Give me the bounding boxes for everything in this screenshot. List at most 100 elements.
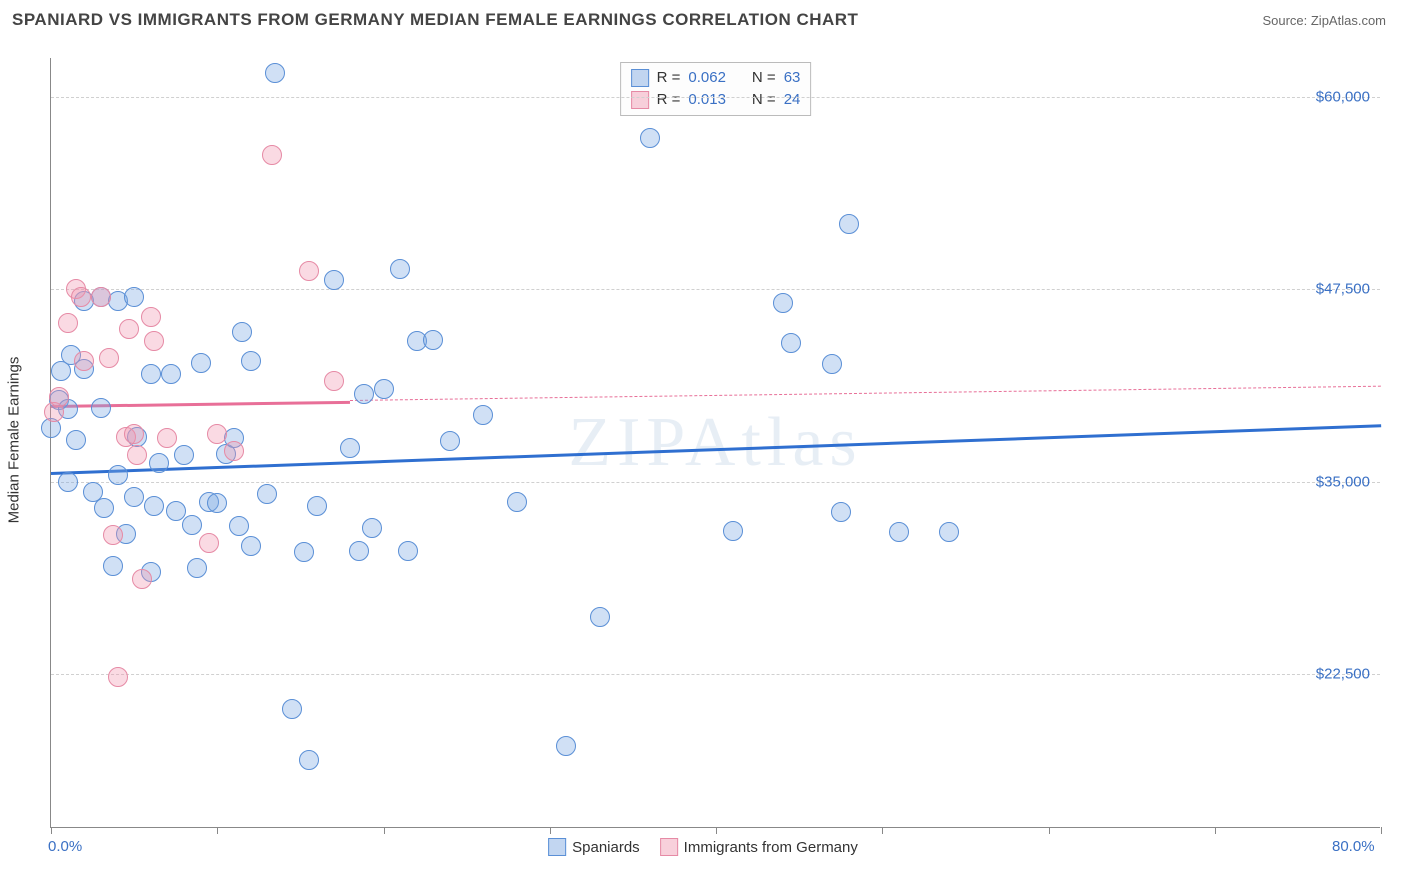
data-point <box>124 287 144 307</box>
x-tick <box>1049 827 1050 834</box>
data-point <box>294 542 314 562</box>
n-value: 63 <box>784 67 801 89</box>
legend-swatch <box>660 838 678 856</box>
trend-line <box>350 386 1381 401</box>
trend-line <box>51 425 1381 476</box>
data-point <box>390 259 410 279</box>
scatter-plot: ZIPAtlas R =0.062N =63R =0.013N =24 $22,… <box>50 58 1380 828</box>
data-point <box>822 354 842 374</box>
data-point <box>839 214 859 234</box>
n-label: N = <box>752 67 776 89</box>
data-point <box>241 536 261 556</box>
data-point <box>94 498 114 518</box>
data-point <box>440 431 460 451</box>
data-point <box>191 353 211 373</box>
data-point <box>229 516 249 536</box>
data-point <box>74 351 94 371</box>
data-point <box>124 487 144 507</box>
data-point <box>108 667 128 687</box>
data-point <box>241 351 261 371</box>
gridline <box>51 97 1380 98</box>
x-tick <box>51 827 52 834</box>
data-point <box>265 63 285 83</box>
r-label: R = <box>657 67 681 89</box>
data-point <box>99 348 119 368</box>
gridline <box>51 482 1380 483</box>
legend-swatch <box>548 838 566 856</box>
data-point <box>103 556 123 576</box>
data-point <box>127 445 147 465</box>
x-axis-min-label: 0.0% <box>48 838 82 855</box>
data-point <box>141 364 161 384</box>
data-point <box>182 515 202 535</box>
data-point <box>108 465 128 485</box>
x-axis-max-label: 80.0% <box>1332 838 1375 855</box>
x-tick <box>1381 827 1382 834</box>
data-point <box>166 501 186 521</box>
legend-row: R =0.062N =63 <box>631 67 801 89</box>
data-point <box>232 322 252 342</box>
x-tick <box>550 827 551 834</box>
legend-swatch <box>631 69 649 87</box>
data-point <box>119 319 139 339</box>
data-point <box>207 424 227 444</box>
data-point <box>49 387 69 407</box>
title-bar: SPANIARD VS IMMIGRANTS FROM GERMANY MEDI… <box>0 0 1406 36</box>
data-point <box>507 492 527 512</box>
series-legend: Spaniards Immigrants from Germany <box>548 838 858 856</box>
legend-item: Spaniards <box>548 838 640 856</box>
r-value: 0.013 <box>688 89 726 111</box>
data-point <box>374 379 394 399</box>
data-point <box>71 287 91 307</box>
data-point <box>340 438 360 458</box>
data-point <box>187 558 207 578</box>
x-tick <box>716 827 717 834</box>
y-tick-label: $47,500 <box>1316 281 1370 298</box>
data-point <box>889 522 909 542</box>
watermark: ZIPAtlas <box>568 403 862 483</box>
data-point <box>362 518 382 538</box>
data-point <box>124 424 144 444</box>
data-point <box>257 484 277 504</box>
legend-label: Immigrants from Germany <box>684 839 858 856</box>
data-point <box>207 493 227 513</box>
data-point <box>324 270 344 290</box>
data-point <box>781 333 801 353</box>
data-point <box>66 430 86 450</box>
data-point <box>398 541 418 561</box>
data-point <box>939 522 959 542</box>
y-tick-label: $60,000 <box>1316 88 1370 105</box>
data-point <box>473 405 493 425</box>
data-point <box>307 496 327 516</box>
data-point <box>58 472 78 492</box>
data-point <box>58 313 78 333</box>
legend-label: Spaniards <box>572 839 640 856</box>
data-point <box>161 364 181 384</box>
n-value: 24 <box>784 89 801 111</box>
data-point <box>640 128 660 148</box>
data-point <box>141 307 161 327</box>
data-point <box>132 569 152 589</box>
data-point <box>556 736 576 756</box>
chart-title: SPANIARD VS IMMIGRANTS FROM GERMANY MEDI… <box>12 10 858 30</box>
data-point <box>149 453 169 473</box>
data-point <box>423 330 443 350</box>
legend-item: Immigrants from Germany <box>660 838 858 856</box>
data-point <box>723 521 743 541</box>
source-label: Source: ZipAtlas.com <box>1262 13 1386 28</box>
r-label: R = <box>657 89 681 111</box>
gridline <box>51 289 1380 290</box>
data-point <box>282 699 302 719</box>
data-point <box>91 398 111 418</box>
x-tick <box>384 827 385 834</box>
legend-swatch <box>631 91 649 109</box>
x-tick <box>882 827 883 834</box>
y-axis-title: Median Female Earnings <box>6 357 23 524</box>
data-point <box>262 145 282 165</box>
data-point <box>199 533 219 553</box>
data-point <box>831 502 851 522</box>
x-tick <box>1215 827 1216 834</box>
x-tick <box>217 827 218 834</box>
data-point <box>103 525 123 545</box>
data-point <box>299 261 319 281</box>
